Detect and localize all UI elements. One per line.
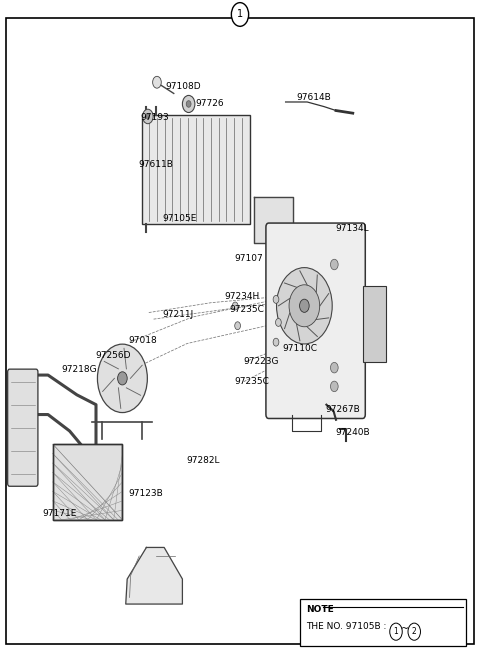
Polygon shape [126,547,182,604]
Circle shape [231,3,249,26]
Text: 97110C: 97110C [282,344,317,353]
Text: THE NO. 97105B :: THE NO. 97105B : [306,622,389,632]
Text: 97171E: 97171E [42,509,77,518]
Text: 97282L: 97282L [186,456,220,465]
Circle shape [143,109,153,124]
Text: 97256D: 97256D [95,351,131,360]
Text: 97235C: 97235C [229,305,264,314]
Circle shape [153,76,161,88]
Text: 97211J: 97211J [162,310,193,319]
Circle shape [330,259,338,270]
Text: 97611B: 97611B [138,160,173,169]
Text: ~: ~ [401,624,408,634]
Text: 97105E: 97105E [162,214,197,223]
Text: 97726: 97726 [196,99,225,108]
Text: 97234H: 97234H [225,291,260,301]
Text: 97267B: 97267B [325,405,360,415]
Circle shape [273,338,279,346]
Bar [53,444,122,520]
Text: 1: 1 [394,627,398,636]
Text: 97018: 97018 [129,336,157,345]
FancyBboxPatch shape [266,223,365,418]
Polygon shape [254,197,293,283]
Text: 97193: 97193 [140,113,169,122]
Bar [142,115,250,224]
Text: 97614B: 97614B [297,93,331,102]
Circle shape [146,114,150,119]
Circle shape [330,381,338,392]
Circle shape [235,322,240,330]
FancyBboxPatch shape [8,369,38,486]
Circle shape [97,344,147,413]
Circle shape [186,101,191,107]
Text: 97223G: 97223G [244,357,279,367]
Circle shape [390,623,402,640]
Text: 97218G: 97218G [61,365,97,374]
Text: 97134L: 97134L [335,224,369,234]
FancyBboxPatch shape [300,599,466,646]
Circle shape [300,299,309,313]
Circle shape [118,372,127,385]
Text: 97235C: 97235C [234,377,269,386]
Text: 97108D: 97108D [166,82,201,91]
Circle shape [182,95,195,113]
Text: 2: 2 [412,627,417,636]
Circle shape [232,302,238,310]
Text: 97123B: 97123B [129,489,163,498]
Bar [363,286,386,362]
Text: 1: 1 [237,9,243,20]
Text: NOTE: NOTE [306,605,334,615]
Circle shape [289,285,320,327]
Circle shape [408,623,420,640]
Text: 97107: 97107 [234,254,263,263]
Circle shape [276,318,281,326]
Bar [53,444,122,520]
Circle shape [273,295,279,303]
Circle shape [330,363,338,373]
Text: 97240B: 97240B [335,428,370,438]
Circle shape [276,268,332,344]
